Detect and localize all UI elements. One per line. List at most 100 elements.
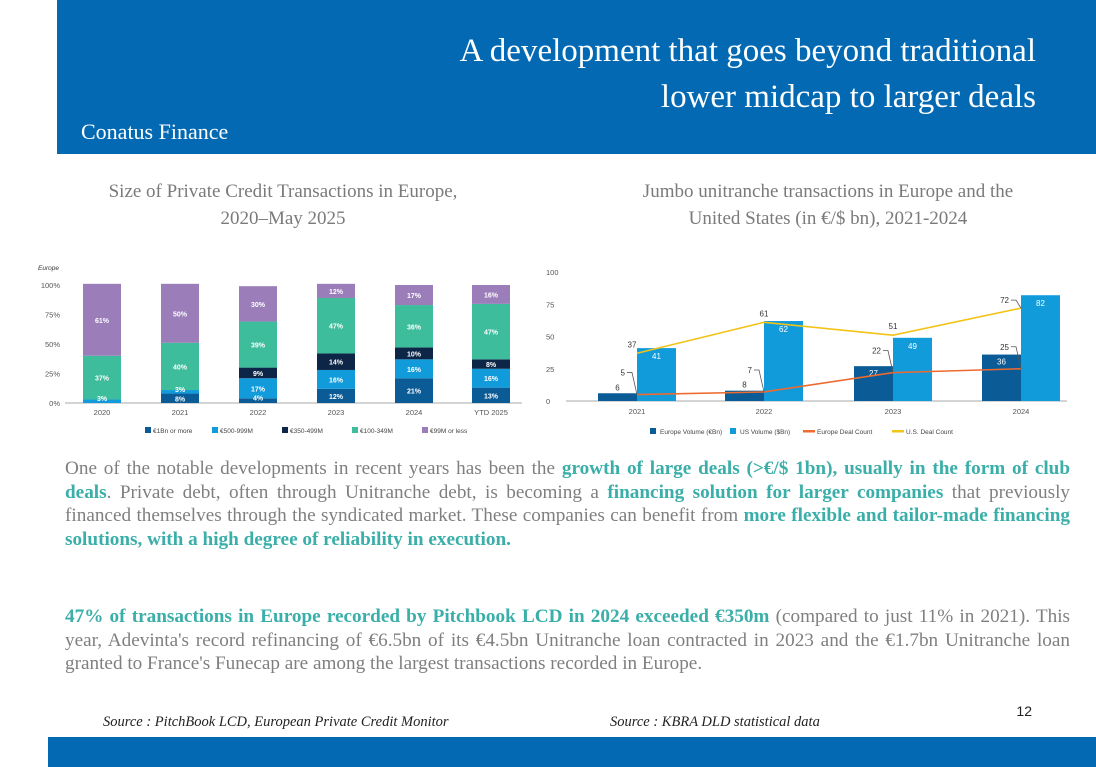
data-label: 36%	[407, 324, 422, 331]
body-text-run: (compared to just 11% in 2021). This yea…	[65, 606, 1070, 674]
page-number: 12	[1016, 703, 1032, 719]
us-deal-count-label: 72	[1000, 296, 1009, 305]
y-tick-label: 50	[546, 333, 554, 342]
us-volume-label: 82	[1036, 299, 1045, 308]
data-label: 14%	[329, 360, 344, 367]
source-left: Source : PitchBook LCD, European Private…	[103, 714, 449, 730]
bar-segment	[317, 388, 355, 403]
legend-swatch	[145, 427, 151, 433]
bar-segment	[161, 393, 199, 403]
data-label: 47%	[329, 324, 344, 331]
data-label: 16%	[407, 367, 422, 374]
legend-label: €100-349M	[360, 428, 393, 435]
bar-segment	[83, 355, 121, 400]
body-paragraph-2: 47% of transactions in Europe recorded b…	[65, 605, 1070, 676]
data-label: 30%	[251, 302, 266, 309]
footer-bar	[48, 737, 1096, 767]
data-label: 8%	[486, 362, 497, 369]
data-label: 9%	[253, 371, 264, 378]
bar-segment	[472, 285, 510, 304]
legend-label: U.S. Deal Count	[906, 429, 953, 436]
y-tick-label: 25	[546, 365, 554, 374]
x-tick-label: 2024	[1013, 407, 1030, 416]
x-tick-label: 2023	[885, 407, 902, 416]
legend-swatch	[212, 427, 218, 433]
us-volume-label: 41	[652, 352, 661, 361]
europe-deal-count-line	[636, 367, 1022, 396]
y-tick-label: 25%	[45, 370, 60, 379]
europe-volume-label: 6	[615, 383, 620, 392]
body-text-run: that previously financed themselves thro…	[65, 481, 1071, 527]
left-chart-title-line-2: 2020–May 2025	[220, 208, 346, 229]
body-paragraph-1: One of the notable developments in recen…	[65, 457, 1070, 551]
legend-swatch	[730, 428, 736, 434]
data-label: 3%	[175, 387, 186, 394]
highlight-text: 47% of transactions in Europe recorded b…	[65, 606, 770, 627]
us-deal-count-label: 37	[628, 340, 637, 349]
x-tick-label: 2024	[406, 408, 423, 417]
bar-segment	[395, 285, 433, 306]
legend-label: €500-999M	[220, 428, 253, 435]
left-chart-title: Size of Private Credit Transactions in E…	[48, 178, 518, 232]
bar-us-volume	[1021, 295, 1060, 401]
us-volume-label: 49	[908, 342, 917, 351]
y-tick-label: 0%	[49, 399, 60, 408]
europe-volume-label: 8	[742, 381, 747, 390]
data-label: 16%	[329, 377, 344, 384]
bar-segment	[317, 283, 355, 298]
legend-swatch	[352, 427, 358, 433]
data-label: 13%	[484, 393, 499, 400]
leader-line	[754, 369, 765, 393]
bar-segment	[317, 369, 355, 389]
y-tick-label: 75%	[45, 311, 60, 320]
bar-segment	[395, 305, 433, 348]
leader-line	[1011, 346, 1022, 369]
x-tick-label: 2021	[172, 408, 189, 417]
bar-segment	[239, 321, 277, 368]
legend-swatch	[803, 430, 815, 433]
legend-label: €1Bn or more	[153, 428, 193, 435]
highlight-text: growth of large deals (>€/$ 1bn), usuall…	[65, 458, 1071, 503]
europe-deal-count-label: 25	[1000, 343, 1009, 352]
bar-segment	[83, 283, 121, 356]
bar-segment	[472, 368, 510, 388]
data-label: 40%	[173, 364, 188, 371]
y-tick-label: 0	[546, 397, 550, 406]
body-text-run: One of the notable developments in recen…	[65, 458, 562, 479]
legend-swatch	[892, 430, 904, 433]
x-tick-label: 2023	[328, 408, 345, 417]
bar-europe-volume	[854, 366, 893, 401]
legend-label: €99M or less	[430, 428, 468, 435]
right-chart-title-line-1: Jumbo unitranche transactions in Europe …	[642, 181, 1014, 202]
stacked-bar-chart-europe: Europe 0% 25% 50% 75% 100% 3% 37% 61% 2020 8% 3% 40%…	[38, 265, 522, 435]
bar-segment	[472, 387, 510, 403]
x-tick-label: 2022	[250, 408, 267, 417]
header-bar: A development that goes beyond tradition…	[57, 0, 1096, 154]
legend-label: €350-499M	[290, 428, 323, 435]
data-label: 17%	[251, 386, 266, 393]
legend-label: US Volume ($Bn)	[740, 429, 790, 436]
brand-name: Conatus Finance	[81, 119, 229, 144]
body-text-run: . Private debt, often through Unitranche…	[106, 481, 608, 503]
legend-swatch	[650, 428, 656, 434]
bar-segment	[395, 378, 433, 403]
bar-segment	[83, 399, 121, 403]
title-line-1: A development that goes beyond tradition…	[459, 33, 1036, 69]
data-label: 12%	[329, 394, 344, 401]
bar-segment	[161, 390, 199, 394]
bar-segment	[472, 359, 510, 369]
data-label: 39%	[251, 343, 266, 350]
slide-title: A development that goes beyond tradition…	[460, 28, 1036, 120]
bar-segment	[317, 297, 355, 354]
data-label: 37%	[95, 376, 110, 383]
bar-segment	[395, 347, 433, 360]
us-volume-label: 62	[779, 325, 788, 334]
region-label: Europe	[38, 265, 59, 272]
left-chart-title-line-1: Size of Private Credit Transactions in E…	[108, 181, 458, 202]
y-tick-label: 75	[546, 300, 554, 309]
europe-deal-count-label: 22	[872, 347, 881, 356]
bar-segment	[239, 286, 277, 322]
bar-segment	[472, 303, 510, 360]
data-label: 21%	[407, 389, 422, 396]
x-tick-label: 2022	[756, 407, 773, 416]
